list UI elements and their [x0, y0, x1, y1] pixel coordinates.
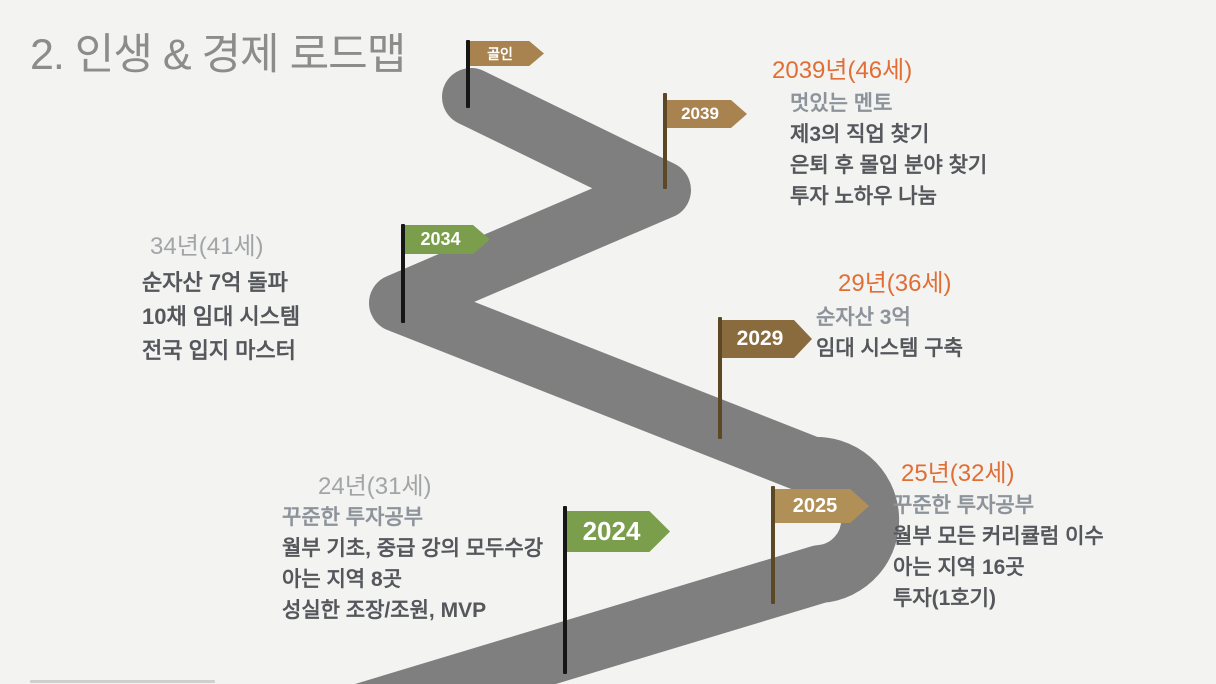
milestone-line: 10채 임대 시스템	[142, 304, 301, 329]
milestone-body-2024: 꾸준한 투자공부 월부 기초, 중급 강의 모두수강 아는 지역 8곳 성실한 …	[282, 502, 543, 626]
flag-pole-2025	[771, 486, 775, 604]
milestone-body-2025: 꾸준한 투자공부 월부 모든 커리큘럼 이수 아는 지역 16곳 투자(1호기)	[893, 490, 1104, 614]
flag-pole-2024	[563, 506, 567, 674]
milestone-line: 성실한 조장/조원, MVP	[282, 599, 487, 622]
flag-2029: 2029	[722, 320, 812, 358]
milestone-line: 제3의 직업 찾기	[790, 123, 930, 146]
milestone-header-2039: 2039년(46세)	[772, 57, 913, 84]
milestone-line: 은퇴 후 몰입 분야 찾기	[790, 154, 988, 177]
flag-2024: 2024	[567, 511, 670, 552]
flag-pole-2039	[663, 93, 667, 189]
milestone-line: 투자 노하우 나눔	[790, 185, 937, 208]
milestone-body-2034: 순자산 7억 돌파 10채 임대 시스템 전국 입지 마스터	[142, 266, 300, 368]
milestone-line: 꾸준한 투자공부	[893, 494, 1035, 517]
page-title: 2. 인생 & 경제 로드맵	[30, 31, 406, 79]
milestone-line: 투자(1호기)	[893, 587, 996, 610]
flag-pole-2034	[401, 224, 405, 323]
milestone-line: 월부 모든 커리큘럼 이수	[893, 525, 1104, 548]
goal-flag-pole	[466, 40, 470, 108]
milestone-line: 순자산 7억 돌파	[142, 270, 288, 295]
milestone-header-2025: 25년(32세)	[901, 460, 1015, 487]
flag-2025: 2025	[775, 489, 869, 523]
milestone-header-2024: 24년(31세)	[318, 473, 432, 500]
flag-pole-2029	[718, 317, 722, 439]
milestone-header-2029: 29년(36세)	[838, 270, 952, 297]
flag-2039: 2039	[667, 100, 747, 128]
milestone-line: 멋있는 멘토	[790, 92, 893, 115]
bottom-edge-artifact	[30, 680, 215, 683]
milestone-line: 아는 지역 16곳	[893, 556, 1025, 579]
road-stroke	[355, 68, 900, 684]
flag-2034: 2034	[405, 225, 490, 254]
milestone-body-2029: 순자산 3억 임대 시스템 구축	[816, 302, 963, 364]
milestone-line: 꾸준한 투자공부	[282, 506, 424, 529]
milestone-body-2039: 멋있는 멘토 제3의 직업 찾기 은퇴 후 몰입 분야 찾기 투자 노하우 나눔	[790, 88, 987, 212]
milestone-line: 월부 기초, 중급 강의 모두수강	[282, 537, 544, 560]
milestone-header-2034: 34년(41세)	[150, 233, 264, 260]
milestone-line: 아는 지역 8곳	[282, 568, 402, 591]
milestone-line: 전국 입지 마스터	[142, 338, 296, 363]
milestone-line: 순자산 3억	[816, 306, 911, 329]
milestone-line: 임대 시스템 구축	[816, 337, 963, 360]
goal-flag: 골인	[470, 41, 544, 66]
